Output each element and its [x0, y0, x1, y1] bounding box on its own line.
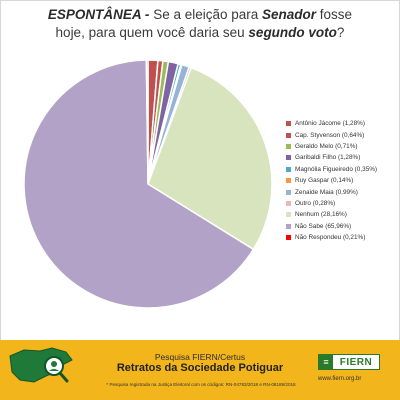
title-part4: fosse [316, 7, 353, 22]
pie-slice-9 [23, 59, 255, 309]
legend-label-1: Cap. Styvenson (0,64%) [295, 131, 365, 139]
footer-registration-note: * Pesquisa registrada na Justiça Eleitor… [106, 382, 296, 387]
legend-label-4: Magnólia Figueiredo (0,35%) [295, 165, 378, 173]
legend-item-0: Antônio Jácome (1,28%) [286, 118, 398, 129]
footer-survey-title: Retratos da Sociedade Potiguar [116, 362, 284, 374]
title-part5: hoje, para quem você daria seu [55, 25, 249, 40]
fiern-logo-text: FIERN [339, 356, 373, 368]
legend-item-2: Geraldo Melo (0,71%) [286, 141, 398, 152]
legend-swatch-2 [286, 143, 291, 149]
legend-label-10: Não Respondeu (0,21%) [295, 234, 366, 242]
legend-label-0: Antônio Jácome (1,28%) [295, 120, 365, 128]
legend-swatch-5 [286, 178, 291, 184]
legend-item-10: Não Respondeu (0,21%) [286, 232, 398, 243]
fiern-logo: ≡ FIERN [318, 354, 380, 370]
legend-swatch-6 [286, 189, 291, 195]
title-part6: segundo voto [248, 25, 337, 40]
legend-swatch-4 [286, 166, 291, 172]
legend-item-9: Não Sabe (65,96%) [286, 221, 398, 232]
pie-slice-10 [145, 59, 149, 185]
legend-item-6: Zenaide Maia (0,99%) [286, 186, 398, 197]
legend-swatch-7 [286, 200, 291, 206]
legend-item-5: Ruy Gaspar (0,14%) [286, 175, 398, 186]
legend-label-2: Geraldo Melo (0,71%) [295, 142, 358, 150]
legend-label-6: Zenaide Maia (0,99%) [295, 188, 358, 196]
footer-banner: Pesquisa FIERN/Certus Retratos da Socied… [0, 340, 400, 400]
title-part7: ? [336, 25, 345, 40]
legend-swatch-8 [286, 212, 291, 218]
footer-survey-label: Pesquisa FIERN/Certus [154, 352, 246, 362]
title-part3: Senador [262, 7, 317, 22]
chart-title: ESPONTÂNEA - Se a eleição para Senador f… [20, 6, 380, 42]
legend-item-3: Garibaldi Filho (1,28%) [286, 152, 398, 163]
legend-label-3: Garibaldi Filho (1,28%) [295, 154, 361, 162]
rn-map-magnifier-icon [9, 347, 73, 383]
legend-swatch-9 [286, 223, 291, 229]
legend-item-4: Magnólia Figueiredo (0,35%) [286, 164, 398, 175]
pie-slice-8 [147, 66, 273, 251]
chart-legend: Antônio Jácome (1,28%) Cap. Styvenson (0,… [286, 118, 398, 243]
legend-swatch-3 [286, 155, 291, 161]
legend-swatch-0 [286, 121, 291, 127]
legend-label-8: Nenhum (28,16%) [295, 211, 347, 219]
legend-label-7: Outro (0,28%) [295, 199, 336, 207]
legend-item-7: Outro (0,28%) [286, 198, 398, 209]
fiern-logo-mark-icon: ≡ [319, 355, 333, 369]
legend-label-5: Ruy Gaspar (0,14%) [295, 177, 354, 185]
title-part2: Se a eleição para [149, 7, 263, 22]
legend-swatch-1 [286, 132, 291, 138]
legend-item-8: Nenhum (28,16%) [286, 209, 398, 220]
legend-swatch-10 [286, 235, 291, 241]
pie-chart [23, 59, 273, 309]
footer-website-link[interactable]: www.fiern.org.br [318, 376, 362, 382]
title-part1: ESPONTÂNEA - [47, 7, 150, 22]
legend-label-9: Não Sabe (65,96%) [295, 222, 352, 230]
legend-item-1: Cap. Styvenson (0,64%) [286, 129, 398, 140]
